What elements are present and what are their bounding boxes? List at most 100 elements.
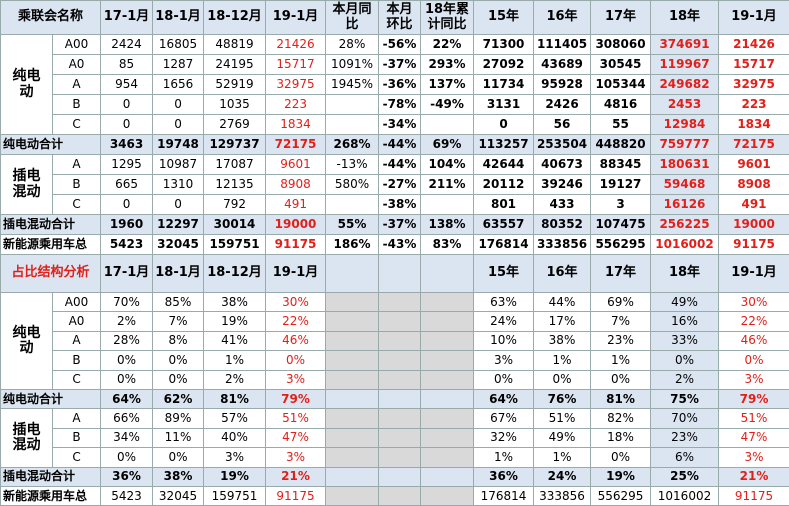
cell: 0 <box>153 195 204 215</box>
cell: 0% <box>266 351 326 370</box>
row-label: 插电混动合计 <box>1 215 101 235</box>
cell: 3% <box>719 370 789 389</box>
row-label: 新能源乘用车总 <box>1 486 101 505</box>
cell <box>326 195 379 215</box>
cell: 3% <box>266 448 326 467</box>
cell: 72175 <box>719 135 789 155</box>
cell: -78% <box>379 95 421 115</box>
cell: -27% <box>379 175 421 195</box>
cell: 32975 <box>266 75 326 95</box>
cell: 34% <box>101 428 153 447</box>
cell: 159751 <box>204 486 266 505</box>
cell: 23% <box>651 428 719 447</box>
cell: 25% <box>651 467 719 486</box>
column-header <box>326 255 379 293</box>
cell <box>326 467 379 486</box>
cell: 7% <box>153 312 204 331</box>
cell: 333856 <box>534 235 591 255</box>
cell: 32045 <box>153 486 204 505</box>
cell: 20112 <box>474 175 534 195</box>
group-text: 插电混动 <box>12 169 42 200</box>
row-label: A00 <box>53 35 101 55</box>
cell: 95928 <box>534 75 591 95</box>
cell: 49% <box>651 293 719 312</box>
cell: 9601 <box>266 155 326 175</box>
row-label: B <box>53 175 101 195</box>
row-label: 纯电动合计 <box>1 389 101 408</box>
row-label: B <box>53 95 101 115</box>
cell: 4816 <box>591 95 651 115</box>
column-header: 18-12月 <box>204 255 266 293</box>
cell: 107475 <box>591 215 651 235</box>
cell: 0 <box>153 95 204 115</box>
column-header: 16年 <box>534 1 591 35</box>
cell: 3% <box>474 351 534 370</box>
cell: 21% <box>266 467 326 486</box>
cell: 2% <box>101 312 153 331</box>
cell: 30014 <box>204 215 266 235</box>
cell <box>326 409 379 428</box>
row-label: B <box>53 351 101 370</box>
cell: 17% <box>534 312 591 331</box>
cell <box>379 331 421 350</box>
group-label: 插电混动 <box>1 409 53 467</box>
cell: 0% <box>101 370 153 389</box>
cell: 1656 <box>153 75 204 95</box>
cell: 12135 <box>204 175 266 195</box>
cell: -36% <box>379 75 421 95</box>
cell: 448820 <box>591 135 651 155</box>
row-label: A <box>53 75 101 95</box>
cell <box>326 95 379 115</box>
cell: 81% <box>204 389 266 408</box>
cell: 1% <box>534 351 591 370</box>
cell: 3% <box>719 448 789 467</box>
cell: 0% <box>153 351 204 370</box>
cell: 75% <box>651 389 719 408</box>
cell: 79% <box>719 389 789 408</box>
row-label: A00 <box>53 293 101 312</box>
cell <box>379 409 421 428</box>
cell: 47% <box>266 428 326 447</box>
cell: 19127 <box>591 175 651 195</box>
cell: -44% <box>379 135 421 155</box>
cell: 33% <box>651 331 719 350</box>
cell <box>326 351 379 370</box>
cell: 0% <box>591 448 651 467</box>
column-header: 15年 <box>474 255 534 293</box>
column-header: 17年 <box>591 255 651 293</box>
cell <box>421 370 474 389</box>
cell: 5423 <box>101 486 153 505</box>
group-text: 插电混动 <box>12 423 42 454</box>
cell: 22% <box>421 35 474 55</box>
cell: 792 <box>204 195 266 215</box>
cell <box>421 486 474 505</box>
cell <box>379 448 421 467</box>
cell: 3131 <box>474 95 534 115</box>
cell: 19% <box>204 467 266 486</box>
cell <box>379 351 421 370</box>
cell: -44% <box>379 155 421 175</box>
cell: 16126 <box>651 195 719 215</box>
cell: 268% <box>326 135 379 155</box>
cell <box>379 370 421 389</box>
cell: 3463 <box>101 135 153 155</box>
cell: 12297 <box>153 215 204 235</box>
group-text: 纯电动 <box>12 69 42 100</box>
cell: 19000 <box>266 215 326 235</box>
cell: 91175 <box>266 235 326 255</box>
cell: 55 <box>591 115 651 135</box>
cell: 1960 <box>101 215 153 235</box>
cell: 0 <box>101 195 153 215</box>
cell: 21426 <box>266 35 326 55</box>
cell: 8908 <box>266 175 326 195</box>
column-header: 本月环比 <box>379 1 421 35</box>
cell: 21% <box>719 467 789 486</box>
cell <box>421 428 474 447</box>
cell: 40673 <box>534 155 591 175</box>
